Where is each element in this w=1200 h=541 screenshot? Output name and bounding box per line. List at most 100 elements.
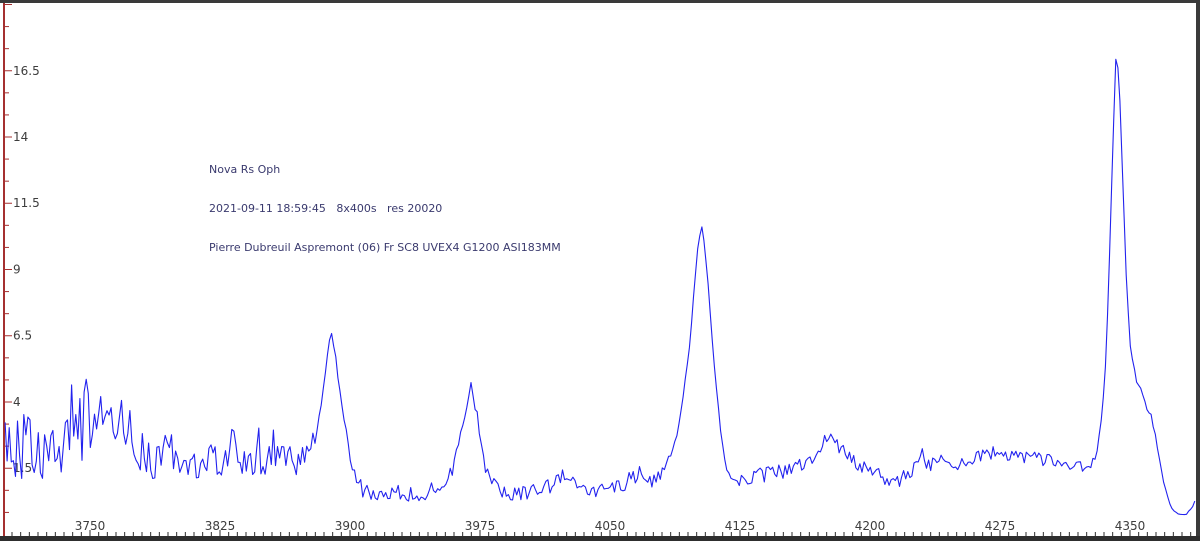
x-minor-tick: [1008, 532, 1010, 536]
x-minor-tick: [834, 532, 836, 536]
y-minor-tick: [5, 224, 9, 226]
x-minor-tick: [592, 532, 594, 536]
x-minor-tick: [314, 532, 316, 536]
x-minor-tick: [895, 532, 897, 536]
x-minor-tick: [271, 532, 273, 536]
x-major-tick: [1129, 530, 1131, 536]
x-minor-tick: [340, 532, 342, 536]
x-minor-tick: [193, 532, 195, 536]
x-minor-tick: [678, 532, 680, 536]
x-minor-tick: [167, 532, 169, 536]
x-minor-tick: [878, 532, 880, 536]
x-minor-tick: [696, 532, 698, 536]
y-tick-label: 4: [13, 395, 21, 409]
x-minor-tick: [782, 532, 784, 536]
x-tick-label: 3900: [335, 519, 366, 533]
x-minor-tick: [990, 532, 992, 536]
y-minor-tick: [5, 423, 9, 425]
x-major-tick: [609, 530, 611, 536]
x-minor-tick: [158, 532, 160, 536]
x-minor-tick: [583, 532, 585, 536]
x-minor-tick: [1138, 532, 1140, 536]
x-minor-tick: [1181, 532, 1183, 536]
x-minor-tick: [670, 532, 672, 536]
window-border-right: [1196, 0, 1200, 541]
x-minor-tick: [817, 532, 819, 536]
x-minor-tick: [930, 532, 932, 536]
x-minor-tick: [392, 532, 394, 536]
x-minor-tick: [306, 532, 308, 536]
y-minor-tick: [5, 26, 9, 28]
x-minor-tick: [973, 532, 975, 536]
y-minor-tick: [5, 114, 9, 116]
y-minor-tick: [5, 445, 9, 447]
x-minor-tick: [1016, 532, 1018, 536]
x-minor-tick: [141, 532, 143, 536]
x-minor-tick: [1164, 532, 1166, 536]
x-minor-tick: [912, 532, 914, 536]
x-minor-tick: [505, 532, 507, 536]
x-minor-tick: [106, 532, 108, 536]
x-minor-tick: [1077, 532, 1079, 536]
x-minor-tick: [444, 532, 446, 536]
x-minor-tick: [730, 532, 732, 536]
x-minor-tick: [548, 532, 550, 536]
x-minor-tick: [852, 532, 854, 536]
x-minor-tick: [600, 532, 602, 536]
x-minor-tick: [401, 532, 403, 536]
x-minor-tick: [375, 532, 377, 536]
x-minor-tick: [938, 532, 940, 536]
x-minor-tick: [245, 532, 247, 536]
x-tick-label: 4350: [1115, 519, 1146, 533]
x-minor-tick: [436, 532, 438, 536]
x-minor-tick: [254, 532, 256, 536]
x-minor-tick: [28, 532, 30, 536]
x-axis-line: [0, 536, 1200, 541]
x-minor-tick: [11, 532, 13, 536]
x-major-tick: [479, 530, 481, 536]
x-minor-tick: [1120, 532, 1122, 536]
x-minor-tick: [713, 532, 715, 536]
x-minor-tick: [704, 532, 706, 536]
y-major-tick: [5, 268, 12, 270]
x-minor-tick: [20, 532, 22, 536]
x-minor-tick: [982, 532, 984, 536]
x-minor-tick: [687, 532, 689, 536]
x-minor-tick: [1094, 532, 1096, 536]
x-minor-tick: [72, 532, 74, 536]
x-minor-tick: [427, 532, 429, 536]
x-minor-tick: [1034, 532, 1036, 536]
x-minor-tick: [1112, 532, 1114, 536]
y-minor-tick: [5, 291, 9, 293]
x-minor-tick: [791, 532, 793, 536]
x-minor-tick: [522, 532, 524, 536]
y-minor-tick: [5, 180, 9, 182]
x-minor-tick: [1025, 532, 1027, 536]
y-minor-tick: [5, 158, 9, 160]
x-minor-tick: [358, 532, 360, 536]
x-minor-tick: [410, 532, 412, 536]
x-minor-tick: [808, 532, 810, 536]
y-major-tick: [5, 4, 12, 6]
x-minor-tick: [323, 532, 325, 536]
x-minor-tick: [488, 532, 490, 536]
annotation-title: Nova Rs Oph: [209, 163, 281, 176]
y-minor-tick: [5, 48, 9, 50]
y-minor-tick: [5, 313, 9, 315]
x-minor-tick: [843, 532, 845, 536]
x-minor-tick: [98, 532, 100, 536]
x-minor-tick: [80, 532, 82, 536]
x-minor-tick: [1051, 532, 1053, 536]
x-minor-tick: [418, 532, 420, 536]
x-minor-tick: [722, 532, 724, 536]
x-minor-tick: [1103, 532, 1105, 536]
x-major-tick: [89, 530, 91, 536]
spectrum-trace: [4, 58, 1196, 516]
x-minor-tick: [661, 532, 663, 536]
y-major-tick: [5, 401, 12, 403]
x-minor-tick: [1190, 532, 1192, 536]
x-minor-tick: [514, 532, 516, 536]
x-tick-label: 3825: [205, 519, 236, 533]
